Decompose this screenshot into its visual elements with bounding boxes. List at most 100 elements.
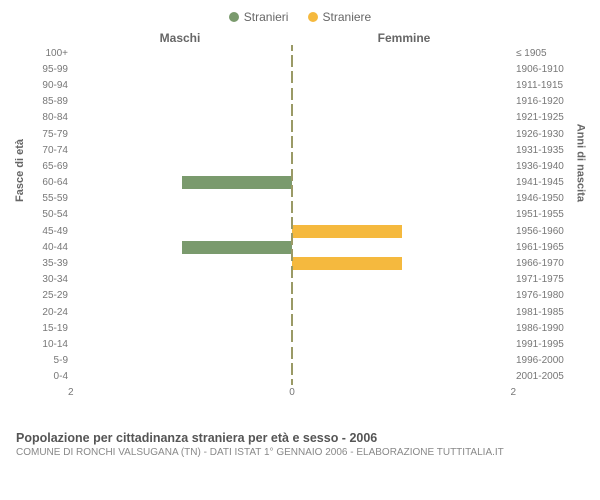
bar-female	[292, 257, 402, 270]
chart-row: 0-4 2001-2005	[20, 369, 580, 385]
age-tick: 100+	[20, 48, 72, 59]
bar-area	[72, 272, 512, 288]
center-line	[291, 304, 293, 320]
legend-swatch-female	[308, 12, 318, 22]
column-titles: Maschi Femmine	[20, 31, 580, 45]
birth-tick: 1956-1960	[512, 226, 580, 237]
center-line	[291, 336, 293, 352]
birth-tick: 1941-1945	[512, 177, 580, 188]
age-tick: 90-94	[20, 80, 72, 91]
center-line	[291, 272, 293, 288]
center-line	[291, 61, 293, 77]
chart-row: 100+≤ 1905	[20, 45, 580, 61]
bar-area	[72, 353, 512, 369]
chart-row: 90-94 1911-1915	[20, 77, 580, 93]
chart-row: 75-791926-1930	[20, 126, 580, 142]
birth-tick: 1976-1980	[512, 290, 580, 301]
birth-tick: 1926-1930	[512, 129, 580, 140]
bar-area	[72, 175, 512, 191]
chart-row: 95-991906-1910	[20, 61, 580, 77]
center-line	[291, 110, 293, 126]
age-tick: 55-59	[20, 193, 72, 204]
bar-area	[72, 45, 512, 61]
age-tick: 30-34	[20, 274, 72, 285]
birth-tick: 1921-1925	[512, 112, 580, 123]
age-tick: 25-29	[20, 290, 72, 301]
center-line	[291, 142, 293, 158]
center-line	[291, 255, 293, 271]
legend-item-male: Stranieri	[229, 10, 289, 24]
bar-area	[72, 223, 512, 239]
age-tick: 35-39	[20, 258, 72, 269]
chart-rows: 100+≤ 190595-991906-1910 90-94 1911-1915 85…	[20, 45, 580, 385]
chart-row: 40-441961-1965	[20, 239, 580, 255]
chart-row: 85-89 1916-1920	[20, 94, 580, 110]
age-tick: 80-84	[20, 112, 72, 123]
birth-tick: 1911-1915	[512, 80, 580, 91]
bar-area	[72, 191, 512, 207]
x-axis: 2 0 2	[20, 387, 580, 398]
center-line	[291, 126, 293, 142]
age-tick: 10-14	[20, 339, 72, 350]
birth-tick: 1986-1990	[512, 323, 580, 334]
chart-row: 65-69 1936-1940	[20, 158, 580, 174]
footer-title: Popolazione per cittadinanza straniera p…	[16, 431, 584, 445]
bar-area	[72, 126, 512, 142]
center-line	[291, 369, 293, 385]
center-line	[291, 45, 293, 61]
bar-area	[72, 369, 512, 385]
chart-row: 5-9 1996-2000	[20, 353, 580, 369]
col-title-right: Femmine	[292, 31, 516, 45]
bar-female	[292, 225, 402, 238]
center-line	[291, 320, 293, 336]
col-title-left: Maschi	[68, 31, 292, 45]
center-line	[291, 158, 293, 174]
center-line	[291, 223, 293, 239]
chart-row: 35-39 1966-1970	[20, 255, 580, 271]
age-tick: 60-64	[20, 177, 72, 188]
bar-area	[72, 336, 512, 352]
chart-row: 80-84 1921-1925	[20, 110, 580, 126]
birth-tick: 1951-1955	[512, 209, 580, 220]
legend-item-female: Straniere	[308, 10, 372, 24]
center-line	[291, 191, 293, 207]
x-tick: 2	[68, 387, 74, 398]
age-tick: 85-89	[20, 96, 72, 107]
birth-tick: 1996-2000	[512, 355, 580, 366]
center-line	[291, 239, 293, 255]
age-tick: 50-54	[20, 209, 72, 220]
age-tick: 5-9	[20, 355, 72, 366]
legend-label-male: Stranieri	[244, 10, 289, 24]
center-line	[291, 353, 293, 369]
chart-row: 20-241981-1985	[20, 304, 580, 320]
birth-tick: 1931-1935	[512, 145, 580, 156]
footer: Popolazione per cittadinanza straniera p…	[10, 431, 590, 458]
age-tick: 0-4	[20, 371, 72, 382]
birth-tick: 1916-1920	[512, 96, 580, 107]
bar-area	[72, 239, 512, 255]
bar-area	[72, 77, 512, 93]
birth-tick: 2001-2005	[512, 371, 580, 382]
bar-area	[72, 255, 512, 271]
age-tick: 45-49	[20, 226, 72, 237]
birth-tick: 1966-1970	[512, 258, 580, 269]
bar-area	[72, 142, 512, 158]
center-line	[291, 175, 293, 191]
legend: Stranieri Straniere	[10, 10, 590, 25]
age-tick: 40-44	[20, 242, 72, 253]
chart-row: 60-64 1941-1945	[20, 175, 580, 191]
age-tick: 65-69	[20, 161, 72, 172]
age-tick: 70-74	[20, 145, 72, 156]
chart-row: 25-29 1976-1980	[20, 288, 580, 304]
chart: Fasce di età Anni di nascita Maschi Femm…	[20, 31, 580, 421]
center-line	[291, 288, 293, 304]
chart-row: 30-341971-1975	[20, 272, 580, 288]
birth-tick: 1936-1940	[512, 161, 580, 172]
bar-area	[72, 94, 512, 110]
center-line	[291, 94, 293, 110]
bar-area	[72, 207, 512, 223]
chart-row: 10-141991-1995	[20, 336, 580, 352]
chart-row: 15-191986-1990	[20, 320, 580, 336]
bar-male	[182, 176, 292, 189]
bar-area	[72, 288, 512, 304]
